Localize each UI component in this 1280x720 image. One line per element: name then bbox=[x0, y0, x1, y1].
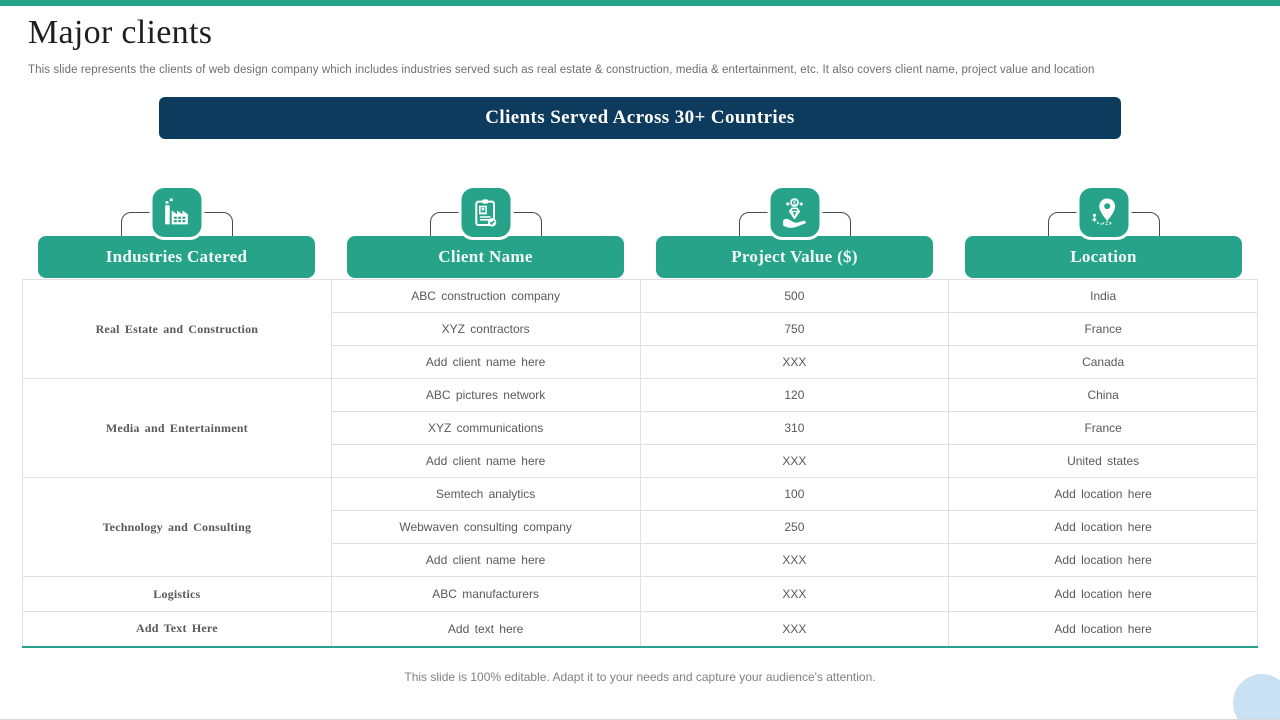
location-cell: China bbox=[948, 378, 1258, 412]
table-row: Add client name here XXX Add location he… bbox=[23, 543, 1258, 577]
column-project-value: Project Value ($) $ bbox=[640, 185, 949, 278]
table-row: Add client name here XXX United states bbox=[23, 444, 1258, 478]
countries-banner: Clients Served Across 30+ Countries bbox=[159, 97, 1121, 139]
page-title: Major clients bbox=[28, 14, 213, 51]
table-row: Webwaven consulting company 250 Add loca… bbox=[23, 510, 1258, 544]
location-cell: Add location here bbox=[948, 543, 1258, 577]
table-row: Technology and Consulting Semtech analyt… bbox=[22, 477, 1258, 577]
table-row: Logistics ABC manufacturers XXX Add loca… bbox=[22, 576, 1258, 612]
value-cell: XXX bbox=[639, 611, 950, 647]
client-cell: XYZ communications bbox=[330, 411, 641, 445]
value-cell: 310 bbox=[639, 411, 950, 445]
client-cell: ABC pictures network bbox=[330, 378, 641, 412]
value-in-hand-icon: $ bbox=[767, 185, 822, 240]
industry-cell: Media and Entertainment bbox=[22, 378, 332, 478]
svg-text:$: $ bbox=[793, 199, 797, 206]
location-cell: Add location here bbox=[948, 510, 1258, 544]
column-header-label: Client Name bbox=[438, 247, 533, 266]
table-row: XYZ communications 310 France bbox=[23, 411, 1258, 445]
client-cell: Add client name here bbox=[330, 444, 641, 478]
location-cell: Add location here bbox=[948, 611, 1258, 647]
industry-cell: Add Text Here bbox=[22, 611, 332, 647]
decorative-circle bbox=[1233, 674, 1280, 719]
column-header-client-name: Client Name bbox=[347, 236, 624, 278]
value-cell: 100 bbox=[639, 477, 950, 511]
table-row: Add client name here XXX Canada bbox=[23, 345, 1258, 379]
value-cell: XXX bbox=[639, 543, 950, 577]
value-cell: 250 bbox=[639, 510, 950, 544]
location-pin-icon bbox=[1076, 185, 1131, 240]
client-card-icon bbox=[458, 185, 513, 240]
column-header-label: Location bbox=[1070, 247, 1137, 266]
column-headers-row: Industries Catered bbox=[22, 185, 1258, 278]
client-cell: Webwaven consulting company bbox=[330, 510, 641, 544]
client-cell: ABC manufacturers bbox=[330, 576, 641, 612]
location-cell: Add location here bbox=[948, 576, 1258, 612]
column-location: Location bbox=[949, 185, 1258, 278]
table-row: Real Estate and Construction ABC constru… bbox=[22, 279, 1258, 379]
value-cell: 500 bbox=[639, 279, 950, 313]
column-client-name: Client Name bbox=[331, 185, 640, 278]
location-cell: France bbox=[948, 411, 1258, 445]
location-cell: United states bbox=[948, 444, 1258, 478]
column-header-label: Industries Catered bbox=[105, 247, 248, 266]
factory-icon bbox=[149, 185, 204, 240]
column-industries: Industries Catered bbox=[22, 185, 331, 278]
column-header-label: Project Value ($) bbox=[731, 247, 858, 266]
industry-cell: Logistics bbox=[22, 576, 332, 612]
column-header-project-value: Project Value ($) bbox=[656, 236, 933, 278]
value-cell: 750 bbox=[639, 312, 950, 346]
column-header-industries: Industries Catered bbox=[38, 236, 315, 278]
value-cell: XXX bbox=[639, 576, 950, 612]
table-row: XYZ contractors 750 France bbox=[23, 312, 1258, 346]
editable-note: This slide is 100% editable. Adapt it to… bbox=[404, 669, 876, 684]
countries-banner-label: Clients Served Across 30+ Countries bbox=[485, 107, 795, 128]
clients-table: Real Estate and Construction ABC constru… bbox=[22, 279, 1258, 648]
client-cell: Add client name here bbox=[330, 345, 641, 379]
client-cell: ABC construction company bbox=[330, 279, 641, 313]
value-cell: XXX bbox=[639, 345, 950, 379]
industry-cell: Technology and Consulting bbox=[22, 477, 332, 577]
client-cell: Add text here bbox=[330, 611, 641, 647]
client-cell: Add client name here bbox=[330, 543, 641, 577]
location-cell: Canada bbox=[948, 345, 1258, 379]
column-header-location: Location bbox=[965, 236, 1242, 278]
client-cell: XYZ contractors bbox=[330, 312, 641, 346]
location-cell: Add location here bbox=[948, 477, 1258, 511]
table-row: Media and Entertainment ABC pictures net… bbox=[22, 378, 1258, 478]
location-cell: France bbox=[948, 312, 1258, 346]
slide-subtitle: This slide represents the clients of web… bbox=[28, 64, 1095, 76]
table-row: Add Text Here Add text here XXX Add loca… bbox=[22, 611, 1258, 647]
top-accent-strip bbox=[0, 0, 1280, 6]
location-cell: India bbox=[948, 279, 1258, 313]
value-cell: 120 bbox=[639, 378, 950, 412]
value-cell: XXX bbox=[639, 444, 950, 478]
client-cell: Semtech analytics bbox=[330, 477, 641, 511]
industry-cell: Real Estate and Construction bbox=[22, 279, 332, 379]
